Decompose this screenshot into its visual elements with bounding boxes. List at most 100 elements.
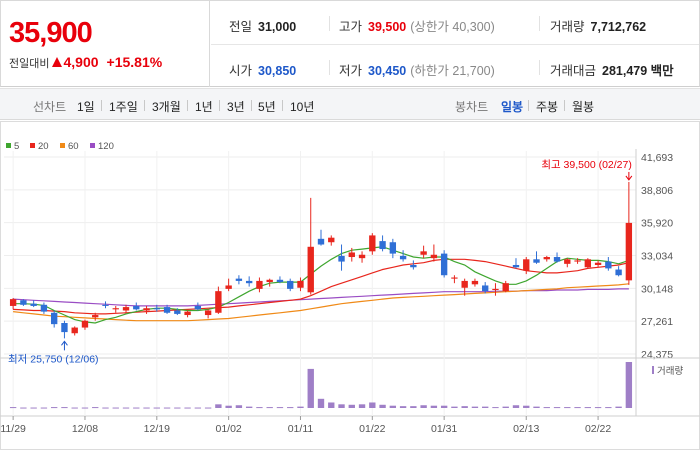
candle-body: [9, 299, 17, 306]
stat-trade-value: 거래대금 281,479 백만: [550, 64, 674, 78]
separator: [282, 100, 283, 111]
separator: [144, 100, 145, 111]
volume-bar: [194, 407, 202, 409]
candle-weekly[interactable]: 주봉: [536, 100, 559, 114]
candle-body: [81, 320, 89, 328]
high-annotation: 최고 39,500 (02/27): [541, 159, 632, 171]
volume-bar: [389, 405, 397, 408]
candle-body: [615, 269, 622, 276]
volume-bar: [471, 406, 479, 408]
candle-body: [307, 246, 314, 293]
line-chart-label: 선차트: [33, 100, 67, 114]
volume-bar: [225, 405, 232, 408]
period-3y[interactable]: 3년: [227, 100, 245, 114]
candle-body: [266, 279, 273, 283]
candle-body: [594, 262, 602, 265]
volume-bar: [574, 407, 581, 409]
period-bar: 선차트 1일 1주일 3개월 1년 3년 5년 10년 봉차트 일봉 주봉 월봉: [0, 88, 700, 120]
legend-swatch: [6, 143, 11, 148]
volume-bar: [461, 406, 468, 408]
candle-body: [399, 255, 407, 260]
candle-body: [338, 255, 345, 262]
candle-body: [71, 327, 78, 334]
volume-bar: [348, 404, 355, 408]
period-10y[interactable]: 10년: [290, 100, 315, 114]
candle-body: [40, 304, 48, 312]
candle-monthly[interactable]: 월봉: [572, 100, 595, 114]
volume-bar: [440, 405, 448, 408]
volume-label: 거래량: [657, 365, 683, 377]
volume-bar: [102, 407, 109, 409]
volume-bar: [605, 407, 612, 409]
candle-body: [153, 308, 160, 310]
period-5y[interactable]: 5년: [258, 100, 276, 114]
low-annotation: 최저 25,750 (12/06): [8, 353, 99, 365]
x-tick-label: 11/29: [0, 423, 26, 435]
candle-body: [287, 280, 294, 289]
volume-bar: [533, 406, 540, 408]
candle-body: [471, 280, 479, 285]
legend-label: 120: [98, 141, 114, 152]
volume-bar: [133, 407, 140, 409]
volume-bar: [287, 407, 294, 409]
candle-body: [215, 291, 222, 313]
volume-bar: [307, 368, 314, 408]
candle-body: [389, 242, 397, 254]
volume-bar: [235, 405, 243, 408]
volume-bar: [543, 407, 550, 409]
y-tick-label: 33,034: [641, 251, 673, 263]
candle-body: [605, 261, 612, 269]
volume-bar: [163, 407, 171, 409]
price-summary-panel: 35,900 전일대비 4,900 +15.81% 전일 31,000 고가 39,50…: [0, 0, 700, 87]
x-tick-label: 02/22: [585, 423, 611, 435]
candle-chart-label: 봉차트: [455, 100, 489, 114]
candle-body: [235, 278, 243, 281]
volume-bar: [256, 407, 263, 409]
candle-body: [245, 280, 253, 284]
change-value: 4,900: [63, 54, 99, 70]
divider: [539, 16, 540, 31]
candle-body: [543, 257, 550, 260]
candle-body: [625, 222, 633, 281]
volume-bar: [317, 398, 325, 408]
candle-daily[interactable]: 일봉: [501, 100, 524, 114]
candle-body: [20, 300, 27, 305]
candle-body: [461, 280, 468, 288]
candle-body: [502, 283, 509, 292]
volume-bar: [215, 404, 222, 408]
legend-label: 20: [38, 141, 49, 152]
candle-body: [184, 311, 191, 316]
period-1d[interactable]: 1일: [77, 100, 95, 114]
volume-bar: [338, 404, 345, 408]
volume-bar: [81, 407, 89, 409]
y-tick-label: 38,806: [641, 185, 673, 197]
candle-body: [133, 305, 140, 310]
y-tick-label: 30,148: [641, 283, 673, 295]
volume-bar: [153, 407, 160, 409]
candle-body: [451, 277, 458, 279]
candle-body: [256, 280, 263, 289]
candle-body: [574, 260, 581, 262]
candle-body: [523, 259, 530, 271]
period-1y[interactable]: 1년: [195, 100, 213, 114]
ma60-line: [13, 283, 629, 322]
candle-body: [512, 264, 520, 268]
y-tick-label: 24,375: [641, 349, 673, 361]
period-3m[interactable]: 3개월: [152, 100, 181, 114]
stock-chart: 5 20 60 120 41,693 38,806 35,920 33,034 30,148 27…: [0, 121, 700, 450]
separator: [101, 100, 102, 111]
volume-bar: [50, 407, 58, 409]
volume-bar: [143, 407, 150, 409]
x-tick-label: 01/31: [431, 423, 457, 435]
period-1w[interactable]: 1주일: [109, 100, 138, 114]
candle-body: [584, 259, 592, 268]
candle-body: [492, 288, 499, 291]
volume-bar: [122, 407, 130, 409]
x-tick-label: 01/22: [359, 423, 385, 435]
candle-body: [163, 307, 171, 313]
volume-bar: [112, 407, 119, 409]
volume-bar: [204, 407, 212, 409]
candle-body: [317, 238, 325, 245]
candle-body: [379, 241, 386, 250]
divider: [539, 60, 540, 75]
